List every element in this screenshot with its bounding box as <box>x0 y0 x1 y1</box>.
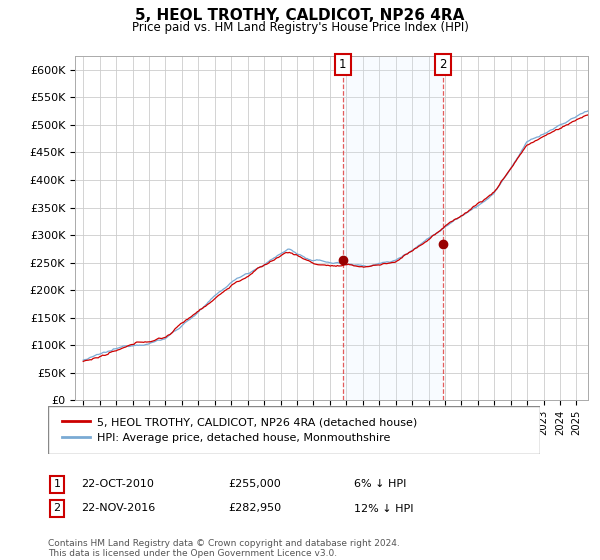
Text: 2: 2 <box>439 58 447 71</box>
Text: Contains HM Land Registry data © Crown copyright and database right 2024.
This d: Contains HM Land Registry data © Crown c… <box>48 539 400 558</box>
Text: 22-OCT-2010: 22-OCT-2010 <box>81 479 154 489</box>
Text: 1: 1 <box>339 58 347 71</box>
Legend: 5, HEOL TROTHY, CALDICOT, NP26 4RA (detached house), HPI: Average price, detache: 5, HEOL TROTHY, CALDICOT, NP26 4RA (deta… <box>58 414 421 446</box>
Text: 2: 2 <box>53 503 61 514</box>
Text: Price paid vs. HM Land Registry's House Price Index (HPI): Price paid vs. HM Land Registry's House … <box>131 21 469 34</box>
Text: 12% ↓ HPI: 12% ↓ HPI <box>354 503 413 514</box>
Text: £255,000: £255,000 <box>228 479 281 489</box>
Text: £282,950: £282,950 <box>228 503 281 514</box>
Text: 5, HEOL TROTHY, CALDICOT, NP26 4RA: 5, HEOL TROTHY, CALDICOT, NP26 4RA <box>136 8 464 24</box>
Text: 22-NOV-2016: 22-NOV-2016 <box>81 503 155 514</box>
Text: 1: 1 <box>53 479 61 489</box>
Text: 6% ↓ HPI: 6% ↓ HPI <box>354 479 406 489</box>
Bar <box>343 56 443 400</box>
